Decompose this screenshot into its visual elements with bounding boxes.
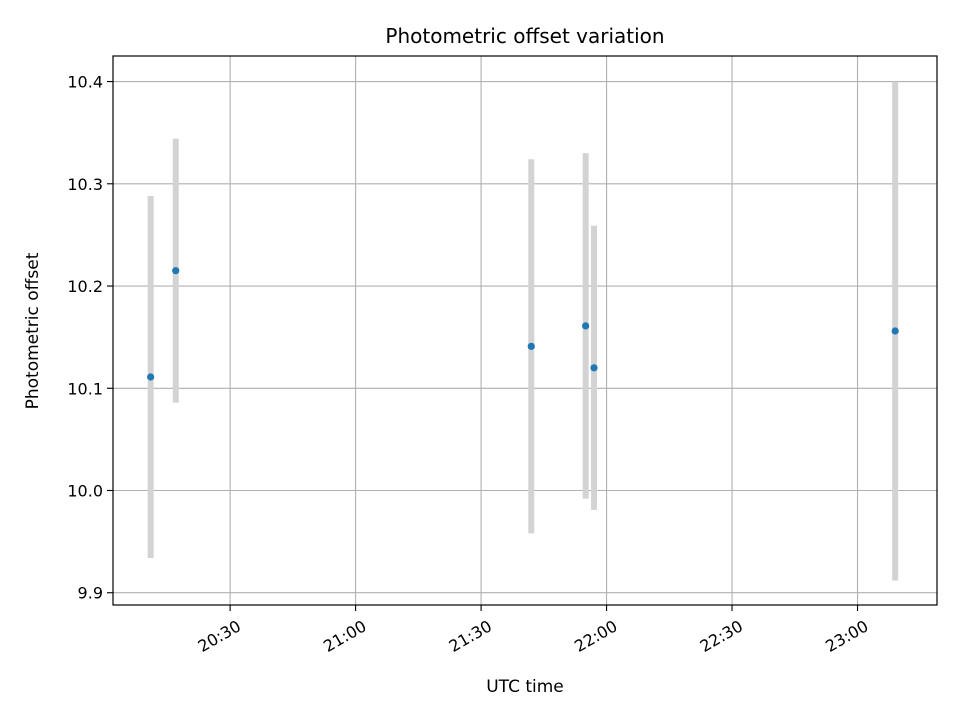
plot-frame xyxy=(112,55,938,606)
y-tick-label: 10.1 xyxy=(67,379,103,398)
data-point xyxy=(590,364,598,372)
y-tick-label: 9.9 xyxy=(78,584,103,603)
x-axis-label: UTC time xyxy=(486,677,564,697)
y-tick-label: 10.4 xyxy=(67,73,103,92)
data-point xyxy=(582,322,590,330)
data-point xyxy=(891,327,899,335)
y-axis-ticks: 9.9 10.0 10.1 10.2 10.3 10.4 xyxy=(67,73,113,603)
grid xyxy=(113,56,937,605)
data-point xyxy=(147,373,155,381)
data-point xyxy=(172,267,180,275)
data-point xyxy=(527,342,535,350)
y-axis-label: Photometric offset xyxy=(23,252,43,409)
y-tick-label: 10.2 xyxy=(67,277,103,296)
y-tick-label: 10.3 xyxy=(67,175,103,194)
chart-title: Photometric offset variation xyxy=(385,24,664,48)
data-points xyxy=(147,267,899,381)
y-tick-label: 10.0 xyxy=(67,481,103,500)
